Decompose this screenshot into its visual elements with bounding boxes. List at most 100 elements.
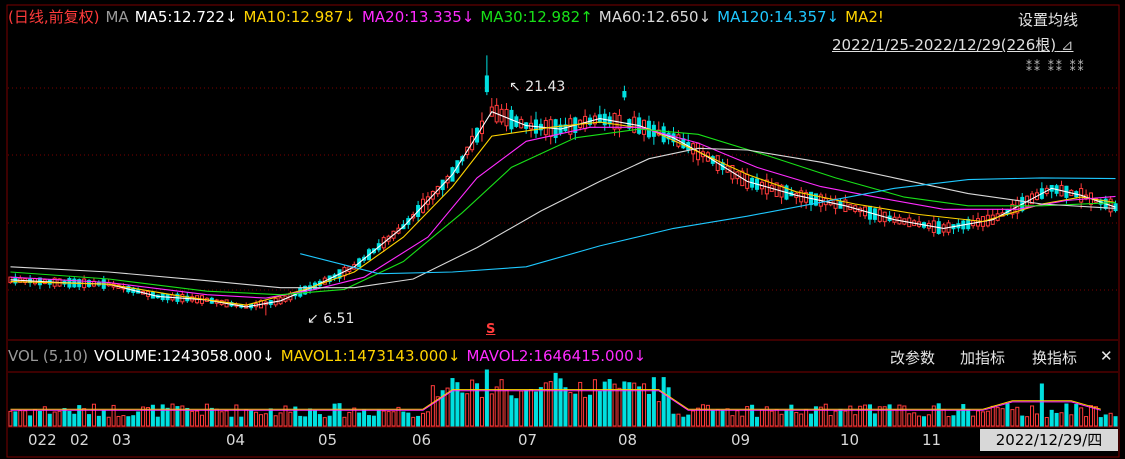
volume-bar	[1010, 409, 1015, 427]
high-label: 21.43	[525, 79, 566, 95]
volume-bar	[907, 413, 912, 427]
volume-bar	[435, 396, 440, 427]
volume-bar	[273, 415, 278, 427]
volume-bar	[980, 411, 985, 427]
volume-bar	[244, 409, 249, 427]
volume-bar	[872, 413, 877, 427]
volume-bar	[293, 406, 298, 427]
high-annotation: ↖ 21.43	[509, 79, 565, 95]
volume-bar	[632, 382, 637, 427]
volume-bar	[1005, 403, 1010, 427]
volume-bar	[597, 390, 602, 427]
volume-bar	[740, 415, 745, 427]
volume-bar	[1059, 412, 1064, 427]
volume-bar	[8, 410, 13, 427]
volume-bar	[1113, 416, 1118, 427]
close-icon[interactable]: ✕	[1100, 347, 1113, 365]
volume-bar	[578, 381, 583, 427]
volume-bar	[1088, 405, 1094, 427]
x-tick-label: 03	[112, 431, 132, 449]
volume-bar	[563, 387, 568, 427]
volume-bar	[568, 392, 573, 427]
x-tick-label: 11	[922, 431, 942, 449]
volume-bar	[494, 386, 499, 427]
volume-bar	[1020, 415, 1025, 427]
volume-bar	[587, 394, 593, 427]
volume-bar	[651, 377, 656, 427]
ma-label: MA	[105, 8, 129, 26]
ma-legend-item: MA120:14.357↓	[717, 8, 840, 26]
low-label: 6.51	[323, 311, 355, 327]
volume-bar	[750, 404, 755, 427]
volume-bar	[18, 410, 23, 427]
volume-bar	[735, 410, 740, 427]
ma-line-ma5	[10, 111, 1116, 308]
add-indicator-button[interactable]: 加指标	[960, 349, 1006, 367]
volume-bar	[327, 415, 332, 427]
switch-indicator-button[interactable]: 换指标	[1032, 349, 1078, 367]
volume-bar	[779, 413, 784, 427]
volume-bar	[789, 404, 794, 427]
volume-bar	[705, 404, 710, 427]
volume-bar	[813, 406, 818, 427]
volume-bar	[165, 407, 170, 427]
x-tick-label: 06	[412, 431, 432, 449]
volume-bar	[902, 405, 907, 427]
volume-bar	[926, 414, 931, 427]
volume-bar	[229, 416, 234, 427]
low-arrow-icon: ↙	[307, 311, 319, 327]
mavol1-value: MAVOL1:1473143.000↓	[280, 347, 461, 365]
volume-bar	[769, 410, 774, 427]
mavol2-line	[10, 390, 1101, 411]
volume-bar	[204, 403, 209, 427]
volume-bar	[254, 411, 259, 427]
volume-bar	[190, 410, 195, 427]
date-range[interactable]: 2022/1/25-2022/12/29(226根) ⊿	[832, 34, 1073, 55]
volume-bar	[224, 410, 229, 427]
volume-bar	[317, 414, 322, 427]
ma-legend-item: MA30:12.982↑	[480, 8, 593, 26]
ma-line-ma60	[10, 147, 1116, 289]
mode-label: (日线,前复权)	[8, 8, 100, 26]
volume-bar	[234, 404, 239, 427]
volume-bar	[975, 410, 981, 427]
volume-bar	[1074, 404, 1079, 427]
volume-bar	[764, 406, 769, 427]
volume-bar	[784, 409, 789, 427]
volume-bar	[391, 411, 396, 427]
edit-params-button[interactable]: 改参数	[890, 349, 936, 367]
volume-bar	[1015, 406, 1020, 427]
volume-bar	[470, 379, 475, 427]
expand-icons[interactable]: ⁑⁑ ⁑⁑ ⁑⁑	[1026, 60, 1086, 74]
date-range-text: 2022/1/25-2022/12/29(226根)	[832, 36, 1057, 54]
volume-bar	[283, 405, 288, 427]
volume-bar	[357, 412, 362, 427]
volume-bar	[1034, 413, 1039, 427]
volume-bar	[602, 381, 607, 427]
volume-bar	[637, 386, 642, 427]
volume-bar	[951, 415, 956, 427]
volume-bar	[691, 410, 696, 427]
volume-bar	[524, 389, 529, 427]
volume-bar	[77, 405, 82, 427]
set-ma-button[interactable]: 设置均线	[1018, 11, 1079, 29]
volume-bar	[332, 403, 337, 427]
volume-bar	[72, 413, 77, 427]
volume-bar	[1044, 416, 1049, 427]
volume-bar	[141, 406, 146, 427]
volume-bar	[406, 412, 411, 427]
volume-bar	[322, 417, 327, 427]
volume-bar	[23, 410, 28, 427]
volume-bar	[1079, 407, 1084, 427]
volume-bar	[96, 415, 101, 427]
volume-bar	[214, 408, 219, 427]
volume-bar	[607, 379, 612, 427]
volume-bar	[278, 412, 283, 427]
ma-line-ma30	[10, 128, 1116, 296]
dividend-mark[interactable]: S	[486, 322, 496, 337]
volume-bar	[720, 409, 725, 427]
volume-bar	[199, 414, 205, 427]
pin-icon[interactable]: ⊿	[1060, 36, 1074, 54]
volume-bar	[995, 407, 1000, 427]
